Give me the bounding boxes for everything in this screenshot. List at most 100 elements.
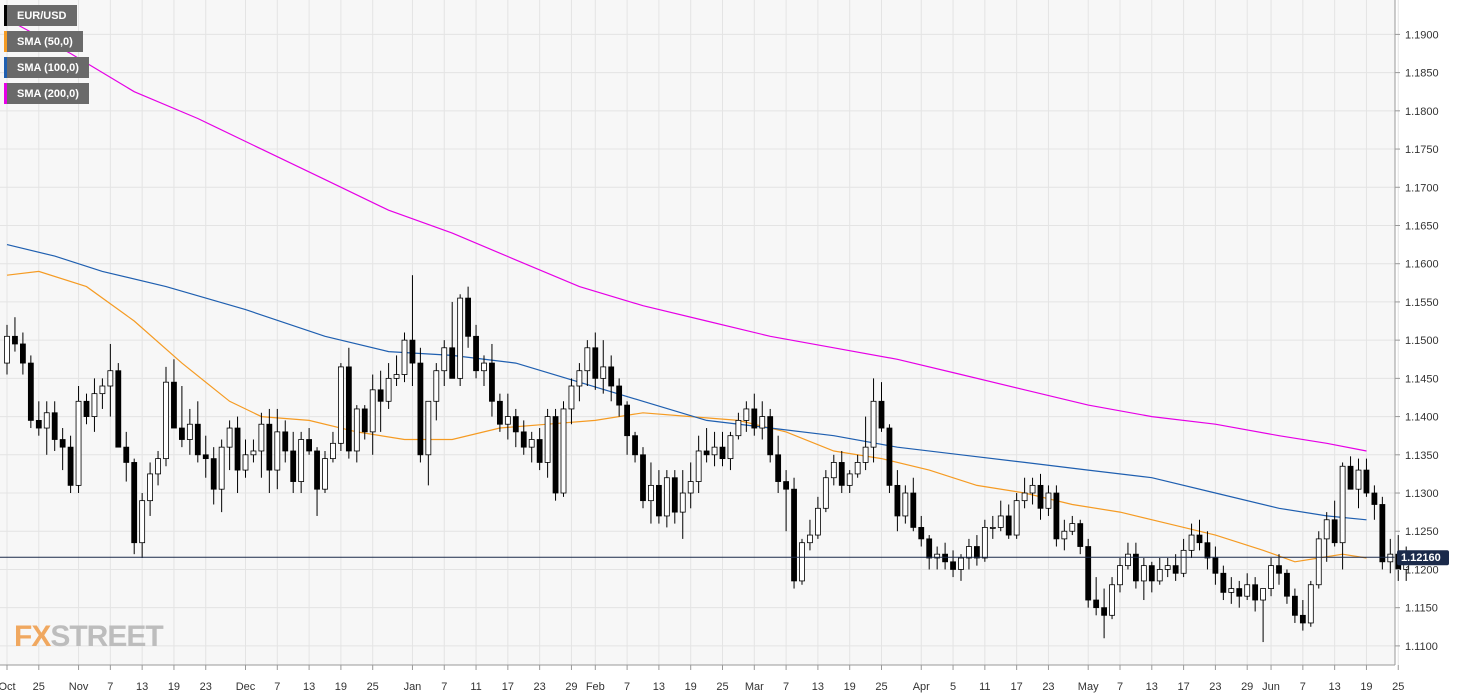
candle (1172, 554, 1179, 581)
x-tick-label: 25 (1392, 681, 1404, 693)
candle (473, 324, 479, 379)
candle (496, 393, 503, 432)
candle-body (846, 473, 853, 486)
candle (727, 431, 734, 471)
candle (1069, 515, 1076, 536)
candle-body (361, 408, 368, 433)
candle-body (1371, 492, 1378, 505)
candle (155, 450, 161, 486)
candle-body (711, 446, 718, 456)
candle-body (107, 370, 114, 387)
candle (687, 462, 694, 509)
x-tick-label: 29 (565, 681, 577, 693)
candle (123, 431, 130, 482)
candle-body (974, 546, 980, 559)
candle-body (83, 400, 90, 417)
y-tick-label: 1.1350 (1405, 450, 1439, 462)
candle (918, 515, 925, 547)
candle (1093, 577, 1100, 616)
legend-item-sma50[interactable]: SMA (50,0) (4, 31, 83, 52)
x-tick-label: 13 (1146, 681, 1158, 693)
candle (799, 538, 805, 585)
candle-body (433, 370, 440, 402)
candle (783, 470, 789, 532)
candle (743, 401, 750, 432)
candle-body (314, 450, 320, 490)
candle-body (481, 362, 487, 372)
last-price-line: 1.12160 (0, 550, 1449, 566)
candle-body (640, 454, 646, 502)
candle (632, 431, 638, 463)
x-tick-label: 19 (844, 681, 856, 693)
x-tick-label: 7 (274, 681, 280, 693)
candle-body (1053, 492, 1060, 540)
legend-item-sma200[interactable]: SMA (200,0) (4, 83, 89, 104)
candle-body (155, 458, 161, 475)
candle-body (274, 431, 281, 471)
candle-body (67, 446, 74, 486)
candle-body (194, 423, 201, 456)
y-tick-label: 1.1850 (1405, 68, 1439, 80)
x-tick-label: 23 (1209, 681, 1221, 693)
candle (974, 535, 980, 566)
candle-body (504, 416, 511, 425)
candle (656, 470, 662, 524)
candle-body (1355, 469, 1362, 490)
candle-body (568, 385, 575, 410)
candle-body (743, 408, 750, 421)
candle (1379, 496, 1386, 570)
candle (878, 382, 885, 432)
last-price-label: 1.12160 (1401, 552, 1441, 564)
candle (942, 542, 948, 570)
candle-body (815, 507, 821, 536)
candle-body (266, 423, 273, 471)
candle-body (751, 408, 758, 429)
candle-body (592, 347, 599, 379)
candle-body (218, 446, 225, 490)
candle-body (258, 423, 265, 452)
candle-body (703, 450, 710, 456)
candle (1307, 580, 1314, 627)
legend: EUR/USD SMA (50,0) SMA (100,0) SMA (200,… (4, 5, 89, 109)
candle-body (417, 362, 424, 456)
candle (1260, 588, 1266, 643)
legend-item-sma100[interactable]: SMA (100,0) (4, 57, 89, 78)
fxstreet-logo: FXSTREET (14, 620, 164, 654)
candle (1236, 580, 1243, 608)
candle (401, 332, 408, 383)
candle-body (656, 484, 662, 517)
candle (457, 294, 464, 387)
candle (624, 401, 630, 455)
x-tick-label: 23 (534, 681, 546, 693)
candle (393, 355, 400, 387)
candle-body (1148, 565, 1155, 582)
candle (353, 405, 360, 463)
candle (258, 412, 265, 478)
x-tick-label: 19 (168, 681, 180, 693)
legend-swatch (4, 83, 7, 104)
candle-body (290, 450, 297, 482)
candle (902, 485, 909, 524)
candle-body (1029, 484, 1036, 494)
candle-body (862, 446, 869, 463)
candle (1117, 557, 1123, 593)
candle (210, 447, 217, 505)
candle-body (799, 542, 805, 582)
candle (679, 470, 686, 539)
candle-body (59, 439, 66, 448)
candle (385, 363, 392, 409)
legend-item-eurusd[interactable]: EUR/USD (4, 5, 77, 26)
candle (298, 431, 305, 494)
x-tick-label: 13 (653, 681, 665, 693)
candle-body (51, 412, 58, 440)
x-tick-label: 7 (1117, 681, 1123, 693)
candle-body (115, 370, 122, 448)
candle-body (1156, 569, 1163, 582)
candle (815, 496, 821, 539)
candle (1180, 538, 1187, 578)
x-tick-label: Nov (69, 681, 89, 693)
candle-body (27, 362, 34, 421)
candle-body (1093, 599, 1100, 609)
candle (989, 515, 996, 539)
